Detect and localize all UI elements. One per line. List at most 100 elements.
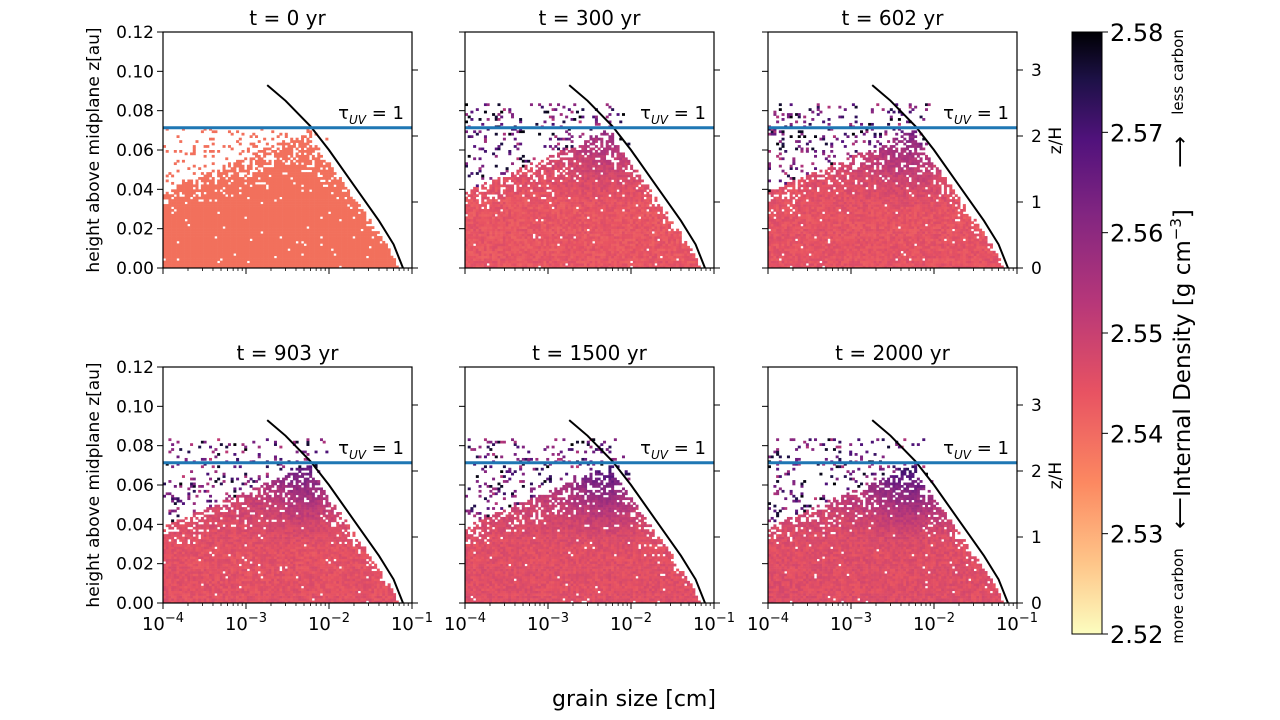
histogram-cell: [548, 253, 552, 257]
histogram-cell: [360, 240, 364, 244]
histogram-cell: [244, 228, 248, 232]
histogram-cell: [276, 263, 280, 266]
histogram-cell: [214, 186, 218, 190]
histogram-cell: [276, 199, 280, 202]
histogram-cell: [508, 238, 512, 242]
histogram-cell: [379, 248, 383, 252]
histogram-cell: [543, 167, 547, 170]
histogram-cell: [241, 150, 245, 153]
histogram-cell: [368, 218, 372, 222]
histogram-cell: [273, 167, 277, 170]
histogram-cell: [206, 199, 210, 202]
histogram-cell: [230, 226, 234, 229]
histogram-cell: [524, 177, 528, 180]
histogram-cell: [273, 265, 277, 268]
histogram-cell: [524, 265, 528, 268]
histogram-cell: [295, 265, 299, 268]
histogram-cell: [284, 174, 288, 178]
histogram-cell: [336, 216, 340, 220]
histogram-cell: [500, 231, 504, 234]
histogram-cell: [497, 250, 501, 254]
histogram-cell: [570, 233, 574, 237]
histogram-cell: [206, 263, 210, 266]
histogram-cell: [581, 206, 585, 210]
histogram-cell: [540, 181, 544, 185]
histogram-cell: [567, 228, 571, 232]
histogram-cell: [516, 260, 520, 264]
histogram-cell: [190, 233, 194, 237]
histogram-cell: [173, 196, 177, 200]
histogram-cell: [276, 194, 280, 198]
histogram-cell: [176, 221, 180, 225]
histogram-cell: [314, 243, 318, 247]
histogram-cell: [325, 223, 329, 227]
histogram-cell: [260, 221, 264, 225]
histogram-cell: [578, 263, 582, 266]
histogram-cell: [565, 245, 569, 249]
histogram-cell: [344, 265, 348, 268]
histogram-cell: [244, 245, 248, 249]
histogram-cell: [249, 211, 253, 215]
histogram-cell: [492, 189, 496, 193]
histogram-cell: [521, 174, 525, 178]
histogram-cell: [508, 253, 512, 257]
histogram-cell: [236, 245, 240, 249]
histogram-cell: [492, 221, 496, 225]
histogram-cell: [363, 211, 367, 215]
histogram-cell: [497, 194, 501, 198]
histogram-cell: [333, 231, 337, 234]
histogram-cell: [265, 209, 269, 212]
histogram-cell: [209, 213, 213, 217]
histogram-cell: [163, 228, 167, 232]
histogram-cell: [227, 179, 231, 183]
histogram-cell: [271, 265, 275, 268]
histogram-cell: [497, 103, 501, 107]
histogram-cell: [486, 245, 490, 249]
histogram-cell: [225, 209, 229, 212]
histogram-cell: [360, 231, 364, 234]
histogram-cell: [565, 115, 569, 119]
histogram-cell: [322, 238, 326, 242]
histogram-cell: [470, 191, 474, 195]
histogram-cell: [502, 223, 506, 227]
histogram-cell: [252, 211, 256, 215]
histogram-cell: [311, 245, 315, 249]
histogram-cell: [374, 248, 378, 252]
histogram-cell: [241, 132, 245, 136]
histogram-cell: [222, 194, 226, 198]
histogram-cell: [551, 253, 555, 257]
histogram-cell: [570, 228, 574, 232]
histogram-cell: [527, 263, 531, 266]
histogram-cell: [279, 172, 283, 175]
histogram-cell: [276, 135, 280, 139]
histogram-cell: [211, 162, 215, 166]
histogram-cell: [529, 177, 533, 180]
histogram-cell: [263, 228, 267, 232]
histogram-cell: [508, 258, 512, 261]
histogram-cell: [382, 255, 386, 259]
histogram-cell: [470, 248, 474, 252]
histogram-cell: [301, 209, 305, 212]
histogram-cell: [330, 265, 334, 268]
histogram-cell: [246, 223, 250, 227]
histogram-cell: [190, 218, 194, 222]
histogram-cell: [206, 184, 210, 188]
histogram-cell: [516, 169, 520, 173]
histogram-cell: [287, 211, 291, 215]
histogram-cell: [554, 196, 558, 200]
histogram-cell: [516, 189, 520, 193]
histogram-cell: [273, 196, 277, 200]
histogram-cell: [282, 218, 286, 222]
histogram-cell: [306, 157, 310, 161]
histogram-cell: [163, 211, 167, 215]
histogram-cell: [328, 226, 332, 229]
histogram-cell: [211, 209, 215, 212]
histogram-cell: [355, 218, 359, 222]
histogram-cell: [467, 199, 471, 202]
histogram-cell: [290, 137, 294, 141]
histogram-cell: [241, 201, 245, 205]
histogram-cell: [387, 258, 391, 261]
histogram-cell: [467, 226, 471, 229]
histogram-cell: [384, 255, 388, 259]
histogram-cell: [489, 223, 493, 227]
